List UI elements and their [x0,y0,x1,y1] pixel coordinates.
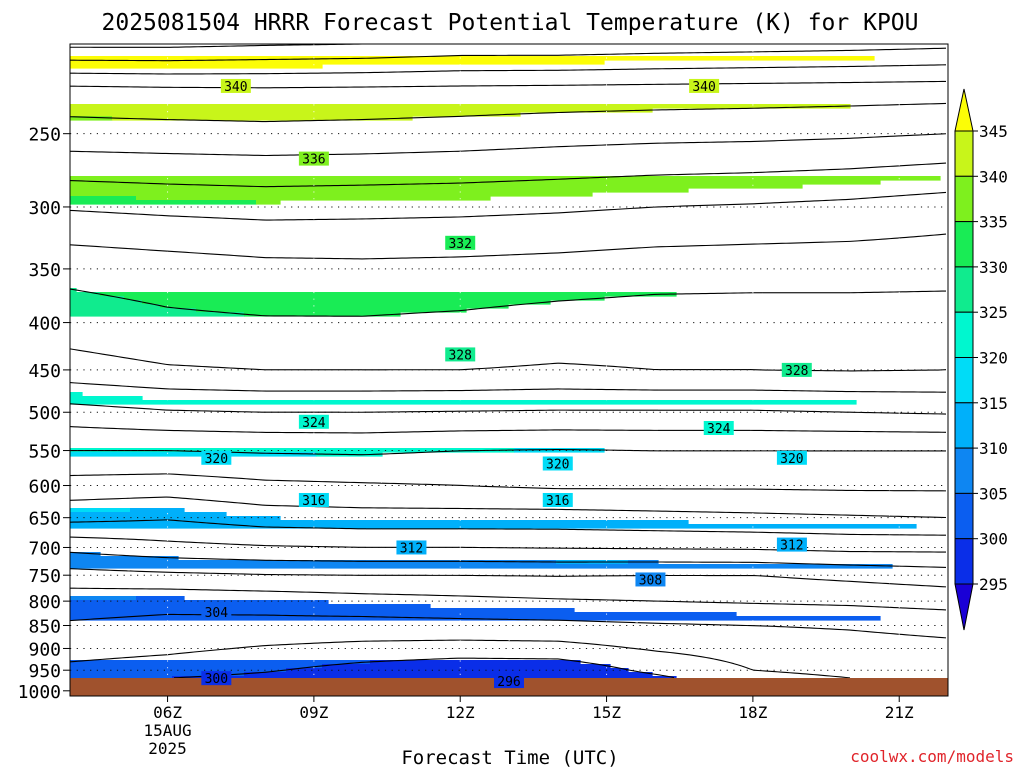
isentrope-contours [70,44,947,679]
colorbar-box [954,402,974,449]
colorbar-box [954,221,974,268]
contour-label: 340 [689,78,720,95]
contour-label: 312 [776,537,807,554]
y-tick-label: 250 [28,125,61,146]
contour-labels: 340 340 336 332 328 328 324 324 320 320 320 316 316 3… [201,78,812,690]
colorbar-label: 320 [979,349,1008,368]
y-tick-label: 300 [28,198,61,219]
y-tick-label: 750 [28,566,61,587]
y-tick-label: 650 [28,509,61,530]
x-tick-label: 15Z [592,703,621,722]
contour-label: 340 [220,78,251,95]
contour-label: 312 [396,540,427,556]
colorbar-label: 305 [979,484,1008,503]
colorbar-extend-bottom [954,583,974,631]
colorbar-label: 345 [979,122,1008,141]
x-tick-label: 18Z [738,703,767,722]
x-tick-label: 09Z [299,703,328,722]
contour-label: 332 [445,235,476,252]
colorbar-box [954,266,974,313]
colorbar-label: 315 [979,394,1008,413]
contour-label: 296 [494,674,524,690]
y-tick-label: 950 [28,661,61,682]
y-tick-label: 700 [28,538,61,559]
contour-label: 328 [445,347,476,363]
contour-label: 328 [781,362,812,379]
contour-label: 324 [298,414,329,431]
contour-label: 320 [542,456,573,472]
x-tick-label: 21Z [885,703,914,722]
colorbar-box [954,130,974,177]
colorbar-box [954,538,974,585]
contour-label: 324 [703,421,734,437]
contour-label: 336 [298,151,329,168]
colorbar-label: 300 [979,530,1008,549]
colorbar: 345 340 335 330 325 320 315 310 305 300 295 [954,88,1008,631]
x-date-label: 2025 [148,739,187,758]
colorbar-label: 310 [979,439,1008,458]
pressure-axis: 2503003504004505005506006507007508008509… [18,125,70,703]
y-tick-label: 450 [28,361,61,382]
chart-title: 2025081504 HRRR Forecast Potential Tempe… [102,10,919,36]
y-tick-label: 600 [28,477,61,498]
colorbar-box [954,447,974,494]
colorbar-label: 295 [979,575,1008,594]
x-date-label: 15AUG [143,721,191,740]
contour-label: 304 [201,605,232,621]
colorbar-box [954,357,974,404]
colorbar-label: 335 [979,213,1008,232]
contour-label: 308 [635,572,666,588]
y-tick-label: 900 [28,639,61,660]
y-tick-label: 550 [28,442,61,463]
x-tick-label: 12Z [446,703,475,722]
contour-label: 300 [201,671,232,687]
y-tick-label: 400 [28,314,61,335]
contour-label: 320 [776,450,807,467]
contour-label: 316 [542,492,573,509]
contour-label: 320 [201,450,232,467]
colorbar-label: 325 [979,303,1008,322]
credit-label: coolwx.com/models [850,747,1014,766]
colorbar-label: 340 [979,167,1008,186]
x-axis-label: Forecast Time (UTC) [401,747,618,768]
y-tick-label: 500 [28,403,61,424]
contour-label: 316 [298,492,329,509]
y-tick-label: 1000 [18,682,61,703]
y-tick-label: 350 [28,260,61,281]
y-tick-label: 800 [28,592,61,613]
colorbar-box [954,492,974,540]
colorbar-box [954,311,974,359]
colorbar-box [954,175,974,223]
y-tick-label: 850 [28,616,61,637]
colorbar-label: 330 [979,258,1008,277]
x-tick-label: 06Z [153,703,182,722]
